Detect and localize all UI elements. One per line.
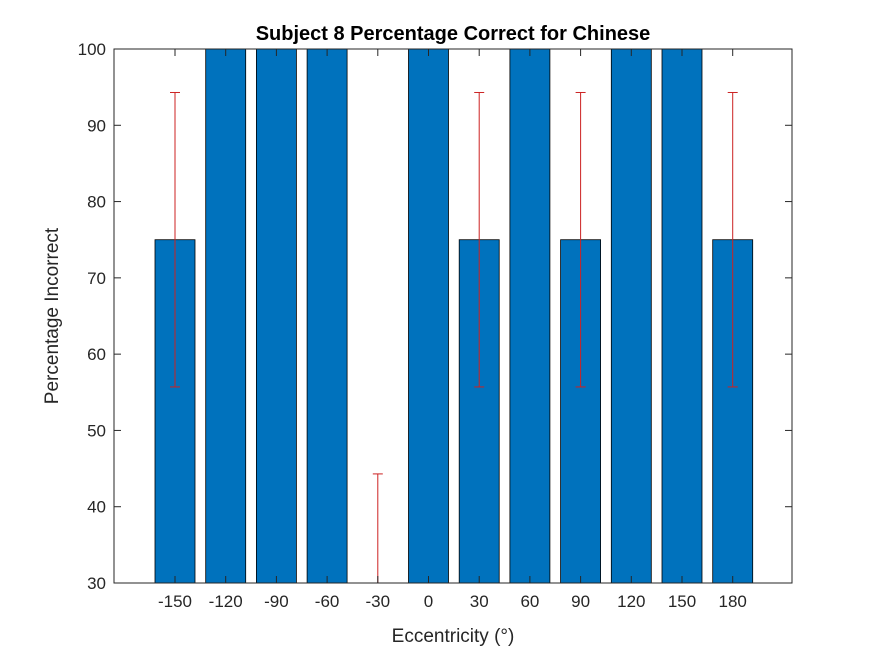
x-tick-label--150: -150 [158,592,192,611]
bar-120 [610,48,652,584]
error-bars-layer [170,91,738,583]
x-ticks-layer: -150 -120 -90 -60 -30 0 30 60 90 120 150 180 [158,49,747,611]
error-bar-90 [575,91,586,388]
bar--120 [205,48,247,584]
y-tick-label-70: 70 [87,269,106,288]
y-tick-label-100: 100 [78,40,106,59]
bar-150 [661,48,703,584]
y-tick-label-80: 80 [87,193,106,212]
x-tick-label-0: 0 [424,592,433,611]
x-axis-label: Eccentricity (°) [392,626,515,647]
bar--60 [306,48,348,584]
x-tick-label--120: -120 [209,592,243,611]
x-tick-label--90: -90 [264,592,289,611]
y-ticks-layer: 30 40 50 60 70 80 90 100 [78,40,792,593]
y-tick-label-40: 40 [87,498,106,517]
x-tick-label-30: 30 [470,592,489,611]
chart-title: Subject 8 Percentage Correct for Chinese [256,23,651,45]
x-tick-label-150: 150 [668,592,696,611]
x-tick-label-60: 60 [520,592,539,611]
error-bar--30 [372,473,383,583]
y-tick-label-60: 60 [87,345,106,364]
error-bar-30 [474,91,485,388]
x-tick-label-120: 120 [617,592,645,611]
x-tick-label-90: 90 [571,592,590,611]
bars-layer [154,48,754,584]
x-tick-label-180: 180 [719,592,747,611]
error-bar--150 [170,91,180,388]
x-tick-label--60: -60 [315,592,340,611]
y-tick-label-90: 90 [87,116,106,135]
y-axis-label: Percentage Incorrect [42,227,63,404]
y-tick-label-50: 50 [87,421,106,440]
y-tick-label-30: 30 [87,574,106,593]
x-tick-label--30: -30 [366,592,391,611]
error-bar-180 [727,91,738,388]
bar-60 [509,48,551,584]
bar--90 [255,48,297,584]
bar-0 [408,48,449,584]
plot-frame [113,48,793,584]
